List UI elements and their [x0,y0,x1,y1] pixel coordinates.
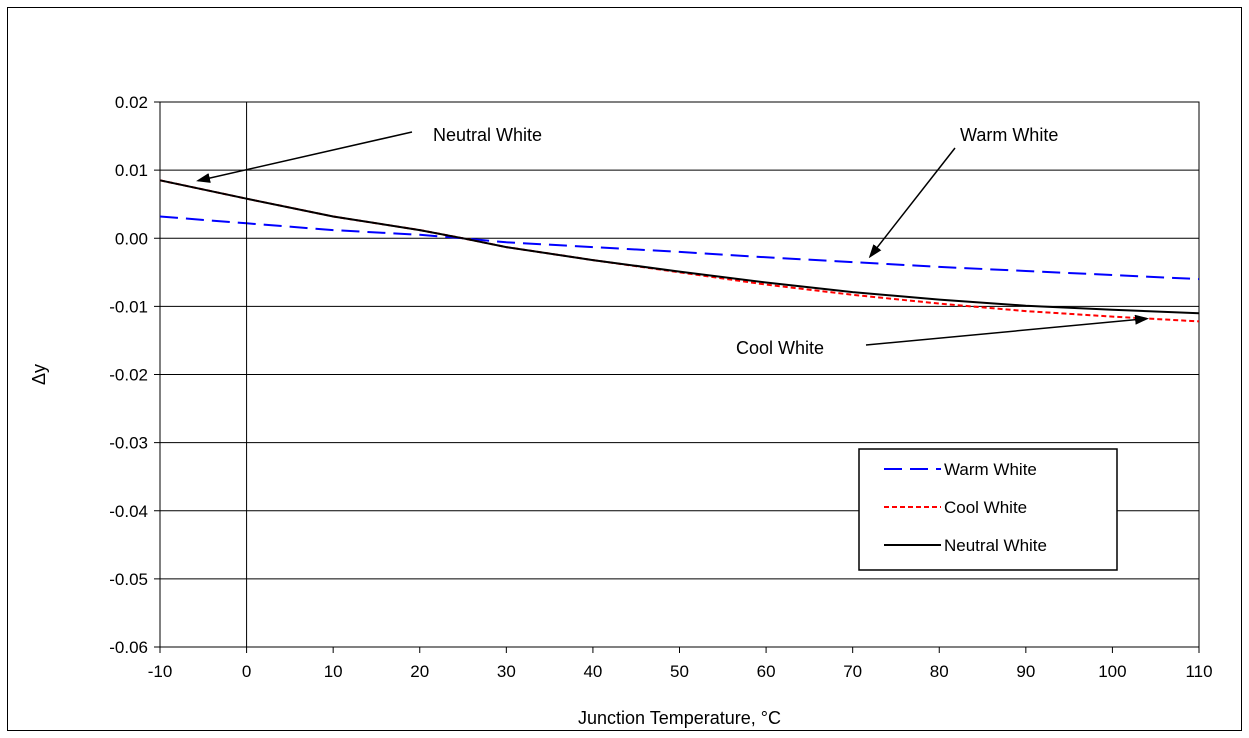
y-tick-label: -0.04 [109,502,148,521]
x-tick-label: 50 [670,662,689,681]
x-tick-label: 60 [757,662,776,681]
annotation-label-neutral-white: Neutral White [433,125,542,145]
y-tick-label: -0.06 [109,638,148,657]
legend-label-warm-white: Warm White [944,460,1037,479]
x-tick-label: 90 [1016,662,1035,681]
x-tick-label: 70 [843,662,862,681]
x-tick-label: 30 [497,662,516,681]
x-tick-label: -10 [148,662,173,681]
x-tick-label: 110 [1185,662,1212,681]
x-tick-label: 0 [242,662,251,681]
y-tick-label: -0.01 [109,297,148,316]
y-tick-label: 0.02 [115,93,148,112]
series-line-warm-white [159,215,1200,281]
y-tick-label: -0.03 [109,434,148,453]
y-axis-title: Δy [29,364,49,385]
y-tick-label: 0.01 [115,161,148,180]
x-tick-label: 10 [324,662,343,681]
legend-label-neutral-white: Neutral White [944,536,1047,555]
annotation-arrow-neutral-white [196,131,413,183]
annotation-label-cool-white: Cool White [736,338,824,358]
annotation-label-warm-white: Warm White [960,125,1058,145]
x-tick-label: 20 [410,662,429,681]
x-tick-label: 100 [1098,662,1126,681]
series-line-neutral-white [159,179,1200,315]
x-tick-label: 80 [930,662,949,681]
legend-label-cool-white: Cool White [944,498,1027,517]
y-tick-label: -0.02 [109,366,148,385]
annotation-arrow-cool-white [865,314,1150,346]
y-tick-label: 0.00 [115,229,148,248]
annotation-arrow-warm-white [868,147,956,259]
y-tick-label: -0.05 [109,570,148,589]
x-tick-label: 40 [583,662,602,681]
x-axis-title: Junction Temperature, °C [578,708,781,728]
